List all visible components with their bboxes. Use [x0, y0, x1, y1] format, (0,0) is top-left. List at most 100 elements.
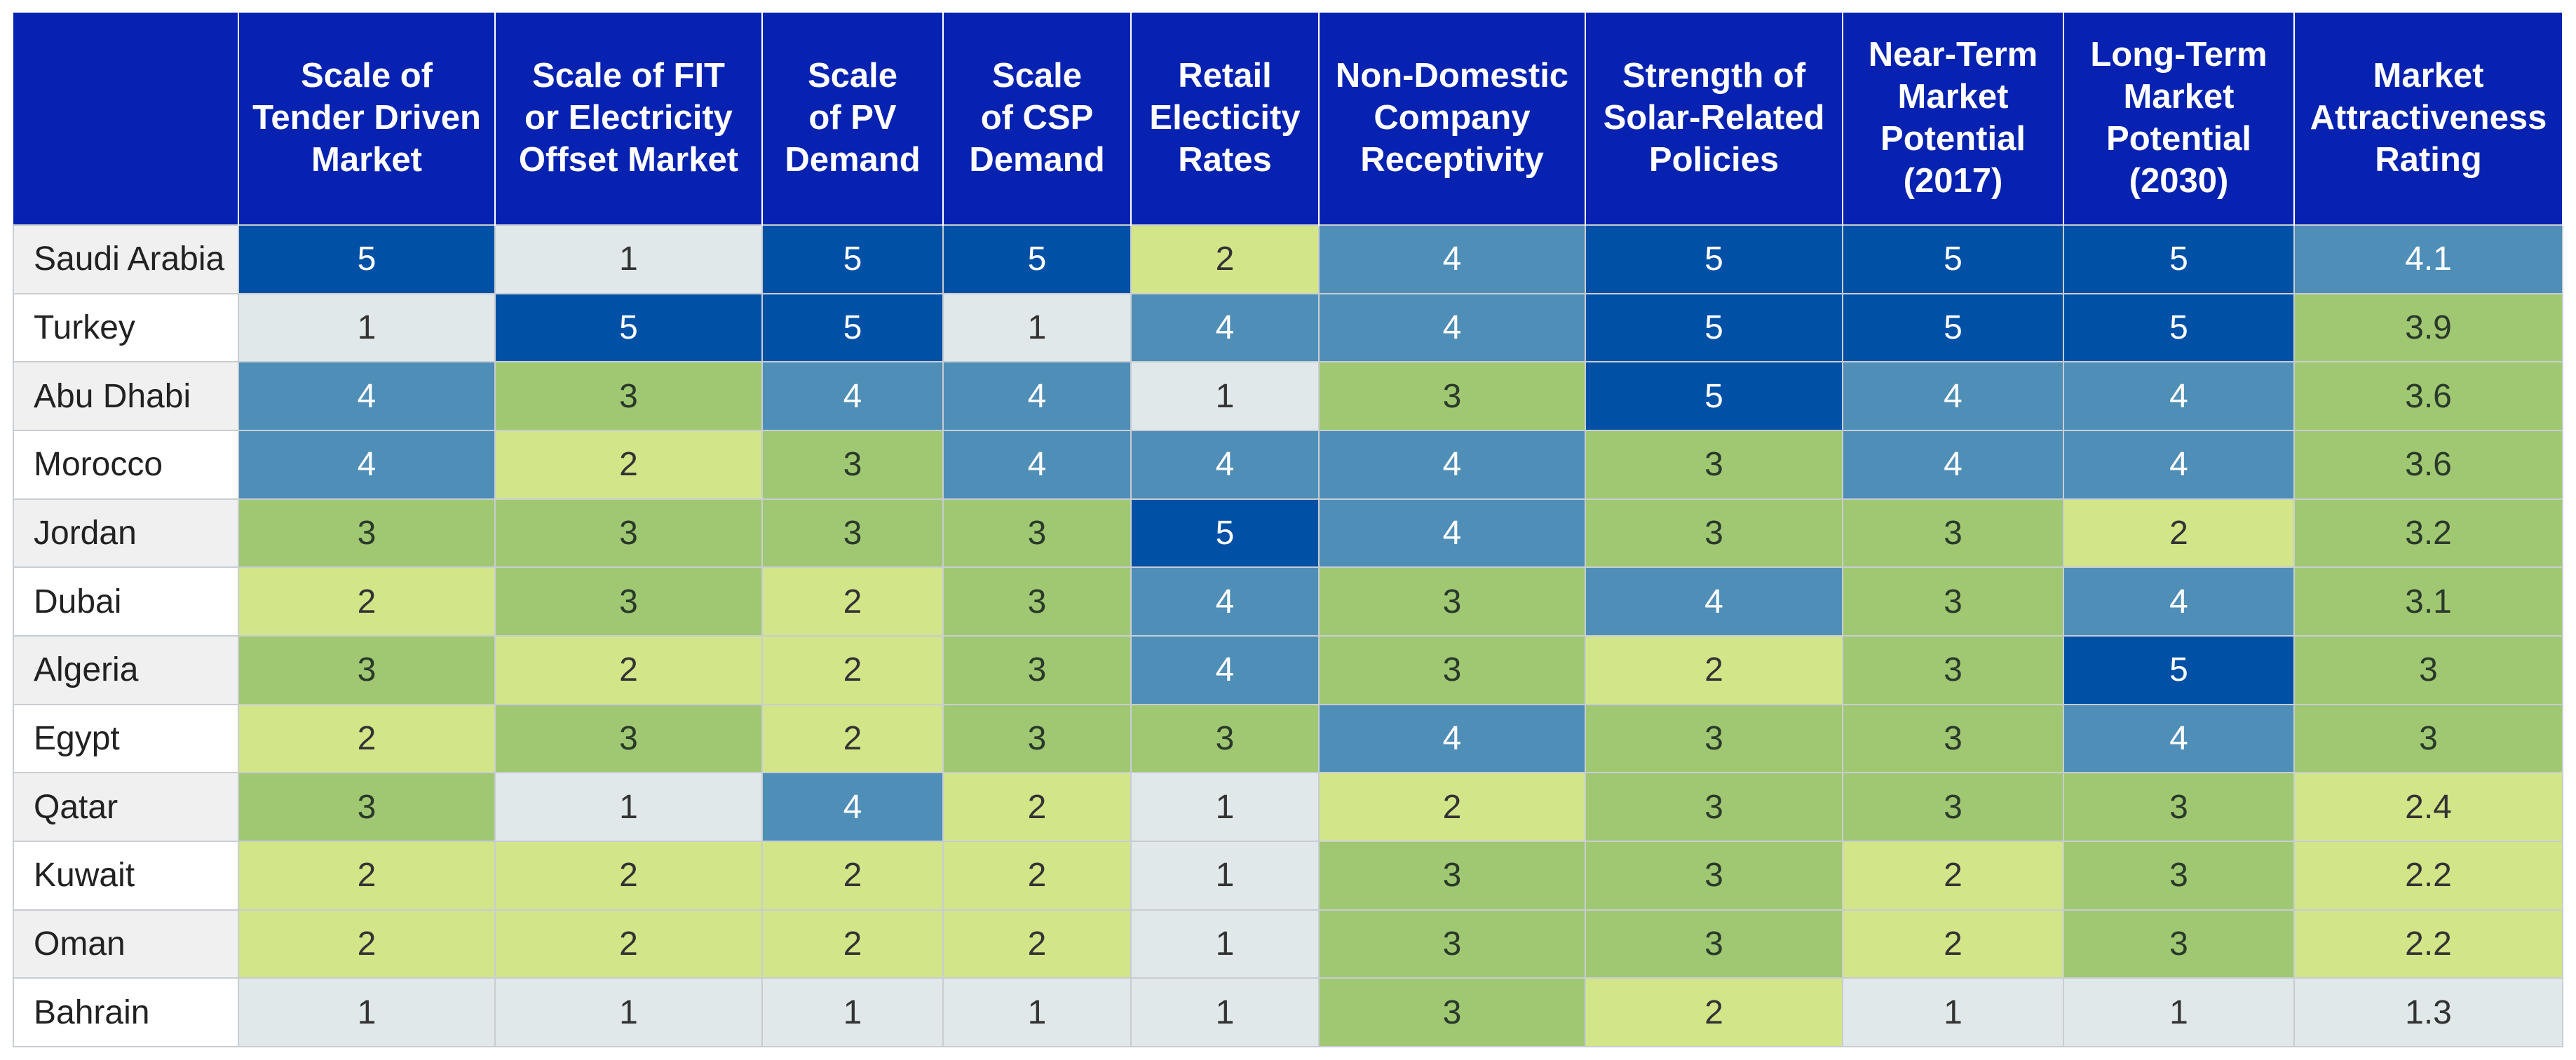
score-cell: 4 [1318, 498, 1586, 569]
score-cell: 3 [494, 703, 763, 774]
country-label: Kuwait [13, 840, 239, 911]
column-header-market-attractiveness-rating: Market Attractiveness Rating [2294, 13, 2563, 225]
score-cell: 2 [238, 909, 496, 979]
score-cell: 3 [494, 361, 763, 431]
column-header-scale-of-pv-demand: Scale of PV Demand [762, 13, 944, 225]
score-cell: 1 [942, 292, 1132, 363]
score-cell: 4 [1130, 292, 1320, 363]
score-cell: 2 [1842, 840, 2064, 911]
score-cell: 3 [942, 634, 1132, 705]
score-cell: 3 [1130, 703, 1320, 774]
score-cell: 2 [494, 909, 763, 979]
score-cell: 1 [1130, 840, 1320, 911]
corner-header-cell [13, 13, 239, 225]
country-label: Qatar [13, 772, 239, 842]
rating-cell: 3 [2293, 634, 2563, 705]
score-cell: 5 [761, 224, 944, 294]
column-header-retail-electicity-rates: Retail Electicity Rates [1131, 13, 1320, 225]
score-cell: 4 [238, 429, 496, 500]
country-label: Dubai [13, 566, 239, 637]
country-label: Bahrain [13, 977, 239, 1047]
score-cell: 4 [1842, 429, 2064, 500]
score-cell: 2 [238, 840, 496, 911]
score-cell: 3 [238, 634, 496, 705]
score-cell: 4 [2063, 361, 2295, 431]
score-cell: 3 [238, 772, 496, 842]
country-label: Oman [13, 909, 239, 979]
score-cell: 4 [1318, 429, 1586, 500]
score-cell: 1 [1130, 361, 1320, 431]
score-cell: 5 [1842, 292, 2064, 363]
score-cell: 1 [494, 977, 763, 1047]
row-abu-dhabi: Abu Dhabi 4 3 4 4 1 3 5 4 4 3.6 [13, 361, 2563, 431]
score-cell: 3 [1842, 772, 2064, 842]
score-cell: 5 [494, 292, 763, 363]
score-cell: 1 [494, 224, 763, 294]
rating-cell: 4.1 [2293, 224, 2563, 294]
score-cell: 5 [1585, 292, 1843, 363]
score-cell: 3 [1585, 429, 1843, 500]
rating-cell: 2.4 [2293, 772, 2563, 842]
rating-cell: 3.6 [2293, 361, 2563, 431]
score-cell: 3 [761, 498, 944, 569]
score-cell: 4 [2063, 703, 2295, 774]
score-cell: 5 [2063, 224, 2295, 294]
column-header-scale-of-tender-driven-market: Scale of Tender Driven Market [238, 13, 496, 225]
score-cell: 3 [1318, 909, 1586, 979]
rating-cell: 3 [2293, 703, 2563, 774]
row-algeria: Algeria 3 2 2 3 4 3 2 3 5 3 [13, 634, 2563, 705]
score-cell: 1 [1842, 977, 2064, 1047]
score-cell: 4 [1318, 703, 1586, 774]
score-cell: 3 [1842, 566, 2064, 637]
score-cell: 2 [1585, 977, 1843, 1047]
score-cell: 5 [942, 224, 1132, 294]
score-cell: 2 [1130, 224, 1320, 294]
row-saudi-arabia: Saudi Arabia 5 1 5 5 2 4 5 5 5 4.1 [13, 224, 2563, 294]
country-label: Algeria [13, 634, 239, 705]
row-bahrain: Bahrain 1 1 1 1 1 3 2 1 1 1.3 [13, 977, 2563, 1047]
column-header-scale-of-fit-or-electricity-offset-market: Scale of FIT or Electricity Offset Market [495, 13, 763, 225]
score-cell: 3 [1585, 840, 1843, 911]
score-cell: 1 [238, 977, 496, 1047]
market-attractiveness-heatmap: Scale of Tender Driven Market Scale of FIT o… [13, 13, 2563, 1047]
score-cell: 3 [2063, 840, 2295, 911]
country-label: Morocco [13, 429, 239, 500]
heatmap-body: Saudi Arabia 5 1 5 5 2 4 5 5 5 4.1 Turkey 1 5 5 1 4 4 5 5 5 3… [13, 224, 2563, 1047]
score-cell: 3 [942, 566, 1132, 637]
score-cell: 3 [1585, 703, 1843, 774]
score-cell: 5 [2063, 634, 2295, 705]
rating-cell: 3.6 [2293, 429, 2563, 500]
column-header-non-domestic-company-receptivity: Non-Domestic Company Receptivity [1319, 13, 1586, 225]
score-cell: 2 [238, 566, 496, 637]
score-cell: 5 [2063, 292, 2295, 363]
column-header-long-term-market-potential-2030: Long-Term Market Potential (2030) [2063, 13, 2295, 225]
country-label: Jordan [13, 498, 239, 569]
score-cell: 5 [238, 224, 496, 294]
rating-cell: 3.2 [2293, 498, 2563, 569]
score-cell: 5 [761, 292, 944, 363]
score-cell: 2 [494, 840, 763, 911]
row-turkey: Turkey 1 5 5 1 4 4 5 5 5 3.9 [13, 292, 2563, 363]
score-cell: 4 [1318, 292, 1586, 363]
column-header-scale-of-csp-demand: Scale of CSP Demand [943, 13, 1132, 225]
row-dubai: Dubai 2 3 2 3 4 3 4 3 4 3.1 [13, 566, 2563, 637]
score-cell: 2 [1842, 909, 2064, 979]
score-cell: 4 [1842, 361, 2064, 431]
score-cell: 1 [1130, 772, 1320, 842]
row-morocco: Morocco 4 2 3 4 4 4 3 4 4 3.6 [13, 429, 2563, 500]
score-cell: 3 [2063, 909, 2295, 979]
score-cell: 3 [1585, 498, 1843, 569]
score-cell: 4 [942, 429, 1132, 500]
score-cell: 2 [942, 909, 1132, 979]
score-cell: 3 [238, 498, 496, 569]
country-label: Abu Dhabi [13, 361, 239, 431]
score-cell: 3 [1842, 498, 2064, 569]
score-cell: 2 [942, 840, 1132, 911]
score-cell: 2 [494, 429, 763, 500]
score-cell: 2 [942, 772, 1132, 842]
score-cell: 3 [2063, 772, 2295, 842]
score-cell: 2 [1318, 772, 1586, 842]
row-oman: Oman 2 2 2 2 1 3 3 2 3 2.2 [13, 909, 2563, 979]
score-cell: 3 [1318, 634, 1586, 705]
score-cell: 5 [1130, 498, 1320, 569]
